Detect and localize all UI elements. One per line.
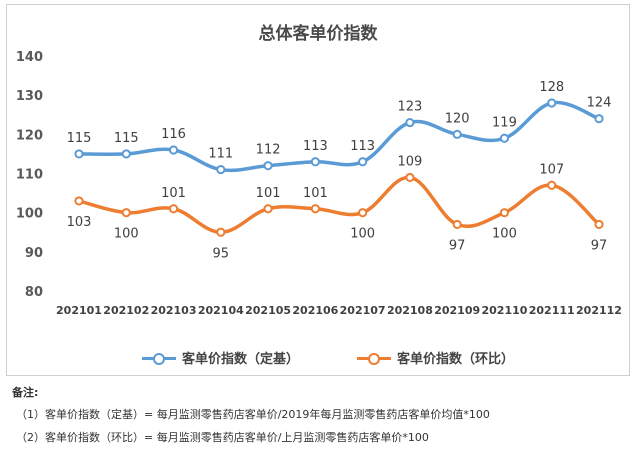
data-label: 107 (539, 162, 564, 177)
data-label: 100 (492, 227, 517, 242)
x-tick-label: 202105 (245, 304, 291, 317)
data-label: 116 (161, 127, 186, 142)
chart-container: 总体客单价指数 80 90 100 110 120 130 140 202101 202102 2… (6, 4, 630, 376)
x-tick-label: 202107 (340, 304, 386, 317)
data-point (547, 98, 557, 108)
series-line-mom (77, 175, 601, 235)
y-tick-label: 110 (16, 168, 43, 183)
x-tick-label: 202111 (529, 304, 575, 317)
data-label: 103 (67, 215, 92, 230)
data-point (310, 157, 320, 167)
data-point (168, 145, 179, 155)
legend-swatch-orange (357, 351, 391, 365)
data-point (74, 149, 84, 159)
data-point (499, 133, 510, 143)
data-label: 109 (397, 154, 422, 169)
data-point (358, 208, 368, 218)
x-tick-label: 202109 (434, 304, 480, 317)
data-point (310, 204, 320, 214)
data-point (263, 204, 273, 214)
data-point (452, 129, 462, 139)
data-label: 128 (539, 80, 564, 95)
data-point (594, 114, 604, 124)
data-label: 100 (114, 227, 139, 242)
data-label: 100 (350, 227, 375, 242)
chart-legend: 客单价指数（定基） 客单价指数（环比） (7, 348, 629, 368)
legend-item-mom: 客单价指数（环比） (357, 348, 514, 367)
data-label: 119 (492, 115, 517, 130)
data-label: 123 (397, 100, 422, 115)
data-point (216, 227, 226, 237)
data-point (358, 157, 368, 167)
x-tick-label: 202104 (198, 304, 244, 317)
x-tick-label: 202103 (151, 304, 197, 317)
note-line-2: （2）客单价指数（环比）= 每月监测零售药店客单价/上月监测零售药店客单价*10… (16, 431, 429, 444)
data-label: 97 (449, 238, 466, 253)
data-point (594, 219, 604, 230)
data-point (121, 149, 131, 159)
data-point (405, 117, 415, 128)
data-label: 113 (303, 139, 328, 154)
series-line-fixed-base (77, 100, 601, 173)
data-point (452, 219, 462, 230)
data-point (499, 208, 510, 218)
x-tick-label: 202102 (103, 304, 149, 317)
data-point (74, 196, 84, 206)
x-tick-label: 202106 (292, 304, 338, 317)
data-label: 112 (256, 143, 281, 158)
x-tick-label: 202110 (481, 304, 527, 317)
data-label: 120 (445, 111, 470, 126)
notes-heading: 备注: (12, 386, 39, 399)
data-label: 113 (350, 139, 375, 154)
y-tick-label: 100 (16, 207, 43, 222)
data-point (547, 180, 557, 190)
data-point (405, 172, 415, 183)
data-label: 101 (161, 186, 186, 201)
data-label: 111 (208, 147, 233, 162)
data-point (263, 161, 273, 171)
y-tick-label: 140 (16, 50, 43, 65)
data-label: 97 (591, 238, 608, 253)
notes-section: 备注: （1）客单价指数（定基）= 每月监测零售药店客单价/2019年每月监测零… (12, 384, 632, 452)
chart-title: 总体客单价指数 (258, 24, 378, 44)
y-tick-label: 80 (25, 285, 43, 300)
data-label: 101 (256, 186, 281, 201)
data-label: 115 (67, 131, 92, 146)
data-point (216, 164, 226, 175)
x-tick-label: 202108 (387, 304, 433, 317)
legend-label-mom: 客单价指数（环比） (397, 352, 515, 367)
note-line-1: （1）客单价指数（定基）= 每月监测零售药店客单价/2019年每月监测零售药店客… (16, 408, 490, 421)
data-point (121, 208, 131, 218)
data-label: 95 (213, 246, 230, 261)
data-label: 101 (303, 186, 328, 201)
x-tick-label: 202101 (56, 304, 102, 317)
data-point (168, 204, 179, 214)
legend-swatch-blue (142, 351, 176, 365)
x-tick-label: 202112 (576, 304, 622, 317)
y-tick-label: 130 (16, 89, 43, 104)
data-label: 124 (587, 96, 612, 111)
data-label: 115 (114, 131, 139, 146)
y-tick-label: 90 (25, 246, 43, 261)
legend-label-fixed-base: 客单价指数（定基） (182, 352, 300, 367)
legend-item-fixed-base: 客单价指数（定基） (142, 348, 299, 367)
y-tick-label: 120 (16, 128, 43, 143)
